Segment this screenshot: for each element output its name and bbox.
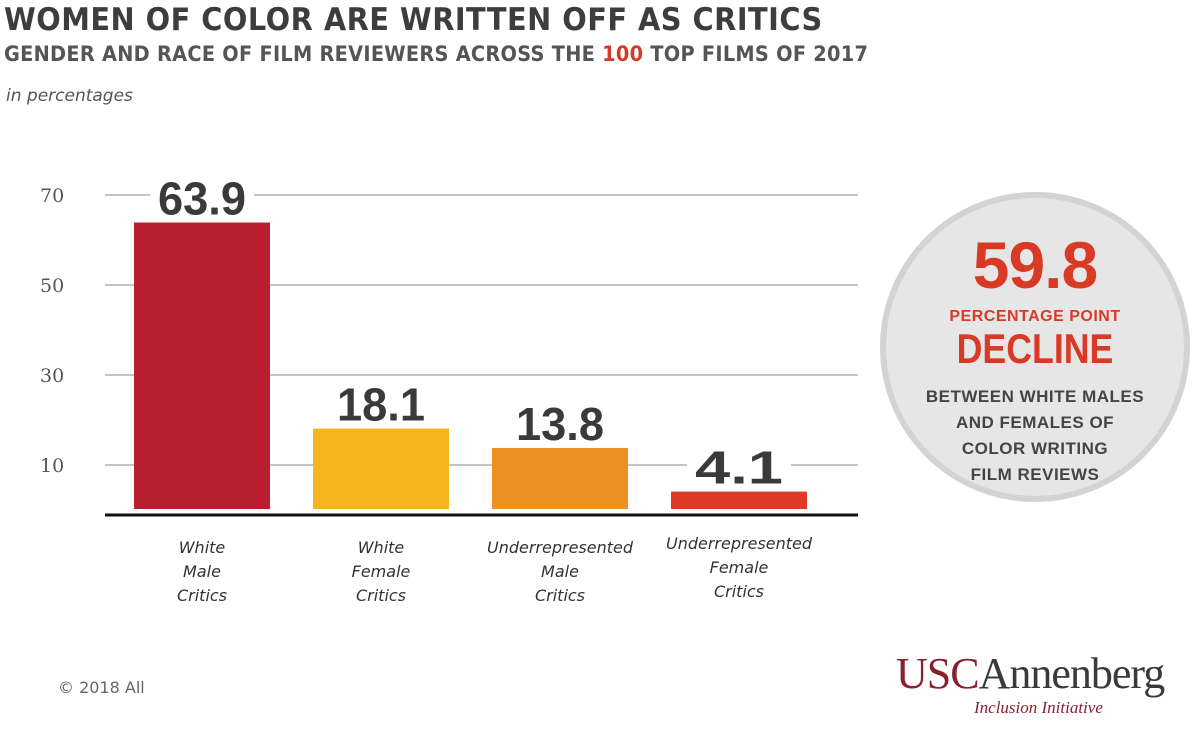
category-label: Male bbox=[183, 562, 221, 581]
category-label: White bbox=[179, 538, 226, 557]
callout-word: DECLINE bbox=[956, 325, 1114, 372]
callout-unit: PERCENTAGE POINT bbox=[949, 308, 1121, 325]
value-label: 13.8 bbox=[516, 398, 604, 450]
bar bbox=[134, 222, 270, 509]
category-label: Female bbox=[352, 562, 411, 581]
bar bbox=[492, 447, 628, 509]
category-label: Underrepresented bbox=[666, 534, 813, 553]
chart-title: WOMEN OF COLOR ARE WRITTEN OFF AS CRITIC… bbox=[4, 2, 823, 38]
category-label: Underrepresented bbox=[487, 538, 634, 557]
y-tick-label: 70 bbox=[40, 185, 64, 207]
category-label: White bbox=[358, 538, 405, 557]
category-label: Female bbox=[710, 558, 769, 577]
category-label: Critics bbox=[177, 586, 227, 605]
value-label: 4.1 bbox=[695, 442, 783, 494]
subtitle-highlight: 100 bbox=[602, 42, 644, 66]
subtitle-pre: GENDER AND RACE OF FILM REVIEWERS ACROSS… bbox=[4, 42, 603, 66]
callout-description-line: COLOR WRITING bbox=[961, 439, 1109, 458]
value-label-backing bbox=[508, 397, 612, 442]
logo-usc: USC bbox=[896, 649, 980, 698]
bar bbox=[671, 491, 807, 509]
callout-value: 59.8 bbox=[972, 228, 1098, 302]
usc-annenberg-logo: USCAnnenberg Inclusion Initiative bbox=[896, 652, 1176, 718]
y-tick-label: 30 bbox=[40, 365, 64, 387]
value-label-backing bbox=[687, 441, 791, 486]
copyright: © 2018 All bbox=[58, 678, 145, 697]
callout-description-line: BETWEEN WHITE MALES bbox=[925, 387, 1145, 406]
unit-note: in percentages bbox=[6, 86, 133, 106]
value-label: 63.9 bbox=[158, 173, 246, 225]
y-tick-label: 10 bbox=[40, 455, 64, 477]
subtitle-post: TOP FILMS OF 2017 bbox=[643, 42, 869, 66]
bar-chart: 10 30 50 70 63.9 18.1 13.8 4.1 White Male Critic… bbox=[40, 172, 858, 605]
chart-subtitle: GENDER AND RACE OF FILM REVIEWERS ACROSS… bbox=[4, 42, 868, 66]
category-label: Critics bbox=[535, 586, 585, 605]
callout-description: BETWEEN WHITE MALES AND FEMALES OF COLOR… bbox=[906, 384, 1164, 488]
bar bbox=[313, 428, 449, 509]
logo-annenberg: Annenberg bbox=[978, 649, 1166, 698]
value-label: 18.1 bbox=[337, 379, 425, 431]
decline-callout: 59.8 PERCENTAGE POINT DECLINE BETWEEN WH… bbox=[880, 192, 1190, 502]
y-tick-label: 50 bbox=[40, 275, 64, 297]
category-label: Critics bbox=[356, 586, 406, 605]
value-label-backing bbox=[150, 172, 254, 217]
value-label-backing bbox=[329, 378, 433, 423]
category-label: Critics bbox=[714, 582, 764, 601]
callout-description-line: AND FEMALES OF bbox=[955, 413, 1115, 432]
callout-description-line: FILM REVIEWS bbox=[970, 465, 1100, 484]
category-label: Male bbox=[541, 562, 579, 581]
logo-subtitle: Inclusion Initiative bbox=[974, 698, 1103, 717]
